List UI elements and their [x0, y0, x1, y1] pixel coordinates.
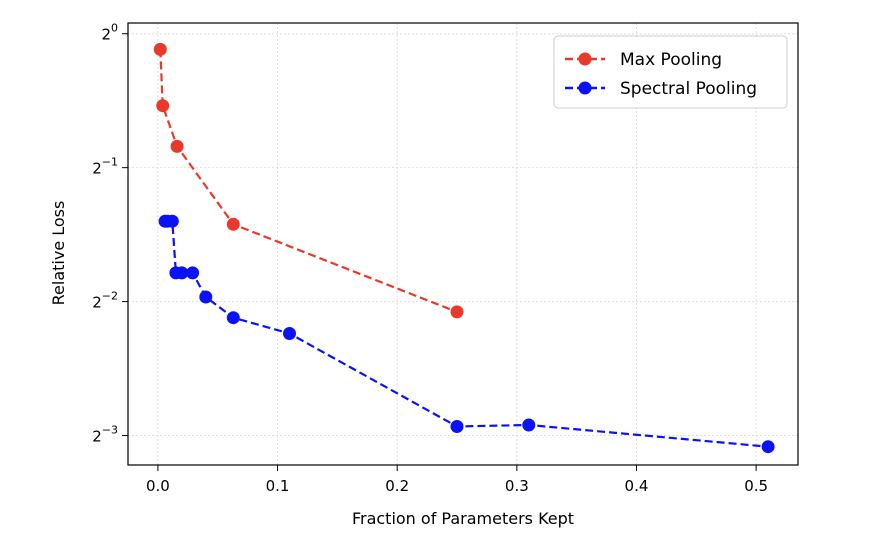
y-tick-label-exponent: −3 — [102, 424, 118, 437]
data-point-max-pooling — [226, 217, 240, 231]
y-axis-label: Relative Loss — [49, 201, 68, 306]
legend-entry-spectral-pooling: Spectral Pooling — [565, 79, 757, 99]
data-point-spectral-pooling — [199, 290, 213, 304]
legend-marker-max-pooling — [578, 52, 592, 66]
x-tick-label: 0.4 — [625, 477, 649, 495]
legend: Max Pooling Spectral Pooling — [553, 35, 788, 109]
x-tick-label: 0.1 — [266, 477, 290, 495]
y-tick-label-base: 2 — [101, 26, 111, 44]
x-axis-label: Fraction of Parameters Kept — [352, 509, 574, 528]
data-point-spectral-pooling — [522, 418, 536, 432]
series-line-spectral-pooling — [165, 220, 769, 448]
x-axis-ticks: 0.0 0.1 0.2 0.3 0.4 0.5 — [146, 465, 768, 495]
data-point-spectral-pooling — [761, 440, 775, 454]
series-spectral-pooling — [158, 214, 775, 454]
data-point-max-pooling — [170, 139, 184, 153]
y-tick-label: 2−2 — [92, 290, 118, 312]
x-tick-label: 0.3 — [505, 477, 529, 495]
series-layer — [153, 42, 775, 454]
data-point-spectral-pooling — [450, 420, 464, 433]
legend-box — [553, 35, 788, 109]
data-point-spectral-pooling — [186, 266, 200, 280]
y-tick-label-exponent: −2 — [102, 290, 118, 303]
data-point-spectral-pooling — [283, 327, 296, 340]
series-line-max-pooling — [159, 49, 458, 313]
x-tick-label: 0.0 — [146, 477, 170, 495]
x-tick-label: 0.2 — [385, 477, 409, 495]
data-point-max-pooling — [450, 305, 464, 319]
y-tick-label: 2−1 — [92, 156, 118, 178]
y-tick-label-base: 2 — [92, 160, 102, 178]
y-tick-label-base: 2 — [92, 294, 102, 312]
data-point-spectral-pooling — [165, 214, 179, 228]
data-point-max-pooling — [156, 99, 170, 113]
y-tick-label-exponent: −1 — [102, 156, 118, 169]
data-point-max-pooling — [153, 42, 167, 56]
y-axis-ticks: 202−12−22−3 — [92, 22, 128, 446]
data-point-spectral-pooling — [226, 311, 240, 325]
legend-label-spectral-pooling: Spectral Pooling — [620, 79, 757, 99]
plot-frame — [127, 22, 799, 466]
y-tick-label: 20 — [101, 22, 118, 44]
data-point-spectral-pooling — [175, 266, 189, 280]
legend-entry-max-pooling: Max Pooling — [565, 50, 722, 70]
y-tick-label-exponent: 0 — [111, 22, 118, 35]
x-tick-label: 0.5 — [744, 477, 768, 495]
series-max-pooling — [153, 42, 464, 319]
y-tick-label: 2−3 — [92, 424, 118, 446]
legend-label-max-pooling: Max Pooling — [620, 50, 722, 70]
legend-marker-spectral-pooling — [578, 81, 592, 95]
y-tick-label-base: 2 — [92, 428, 102, 446]
